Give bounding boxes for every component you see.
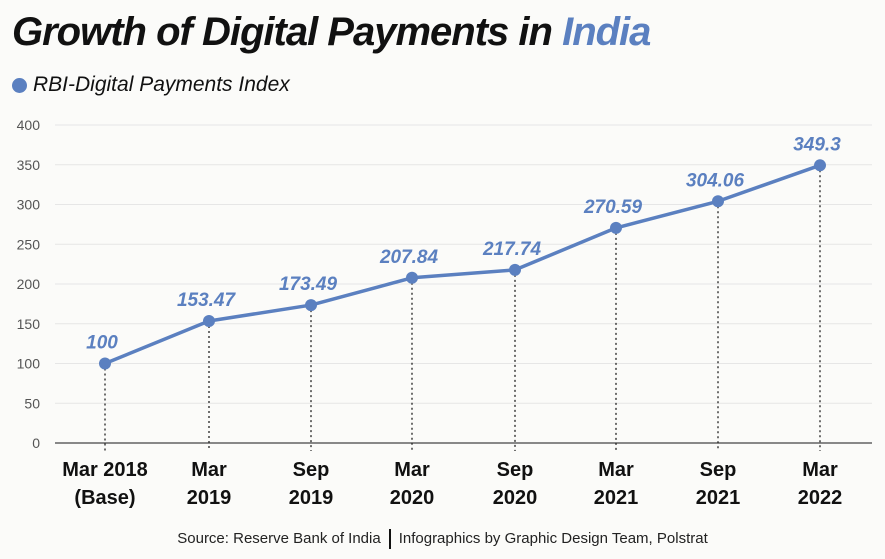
data-label: 304.06 bbox=[686, 170, 745, 191]
x-tick-label: 2022 bbox=[798, 487, 843, 509]
x-tick-label: (Base) bbox=[74, 487, 135, 509]
x-tick-label: Mar 2018 bbox=[62, 459, 148, 481]
x-tick-label: 2020 bbox=[493, 487, 538, 509]
legend: RBI-Digital Payments Index bbox=[12, 73, 290, 97]
y-tick-label: 400 bbox=[17, 117, 41, 133]
x-tick-label: Mar bbox=[598, 459, 634, 481]
data-label: 349.3 bbox=[793, 134, 841, 155]
data-point bbox=[99, 357, 111, 370]
title-highlight: India bbox=[562, 10, 651, 54]
data-label: 100 bbox=[86, 333, 118, 354]
data-label: 153.47 bbox=[177, 290, 237, 311]
x-tick-label: 2021 bbox=[696, 487, 741, 509]
x-tick-label: Mar bbox=[191, 459, 227, 481]
legend-marker bbox=[12, 77, 27, 93]
footer: Source: Reserve Bank of India Infographic… bbox=[0, 529, 885, 549]
data-point bbox=[814, 159, 826, 172]
title-main: Growth of Digital Payments in bbox=[12, 10, 553, 54]
y-tick-label: 200 bbox=[17, 276, 41, 292]
y-tick-label: 250 bbox=[17, 236, 41, 252]
x-tick-label: 2019 bbox=[187, 487, 232, 509]
x-tick-label: 2020 bbox=[390, 487, 435, 509]
data-label: 173.49 bbox=[279, 274, 338, 295]
data-point bbox=[305, 299, 317, 312]
source-text: Source: Reserve Bank of India bbox=[177, 529, 381, 547]
x-tick-label: Sep bbox=[497, 459, 534, 481]
x-tick-label: Mar bbox=[394, 459, 430, 481]
data-label: 217.74 bbox=[482, 239, 542, 260]
data-point bbox=[509, 263, 521, 276]
footer-divider bbox=[388, 529, 391, 549]
x-tick-label: Sep bbox=[700, 459, 737, 481]
data-label: 207.84 bbox=[379, 247, 439, 268]
y-tick-label: 50 bbox=[24, 395, 40, 411]
y-tick-label: 350 bbox=[17, 157, 41, 173]
y-tick-label: 300 bbox=[17, 197, 41, 213]
data-point bbox=[610, 221, 622, 234]
legend-label: RBI-Digital Payments Index bbox=[33, 73, 290, 96]
x-tick-label: Sep bbox=[293, 459, 330, 481]
chart-title: Growth of Digital Payments in India bbox=[12, 10, 651, 55]
x-tick-label: Mar bbox=[802, 459, 838, 481]
data-label: 270.59 bbox=[583, 197, 643, 218]
y-tick-label: 0 bbox=[32, 435, 40, 451]
data-point bbox=[712, 195, 724, 208]
credit-text: Infographics by Graphic Design Team, Pol… bbox=[398, 529, 708, 547]
series-line bbox=[104, 163, 821, 366]
data-point bbox=[406, 271, 418, 284]
data-point bbox=[203, 314, 215, 327]
y-tick-label: 150 bbox=[17, 316, 41, 332]
x-tick-label: 2019 bbox=[289, 487, 334, 509]
x-tick-label: 2021 bbox=[594, 487, 639, 509]
y-tick-label: 100 bbox=[17, 356, 41, 372]
